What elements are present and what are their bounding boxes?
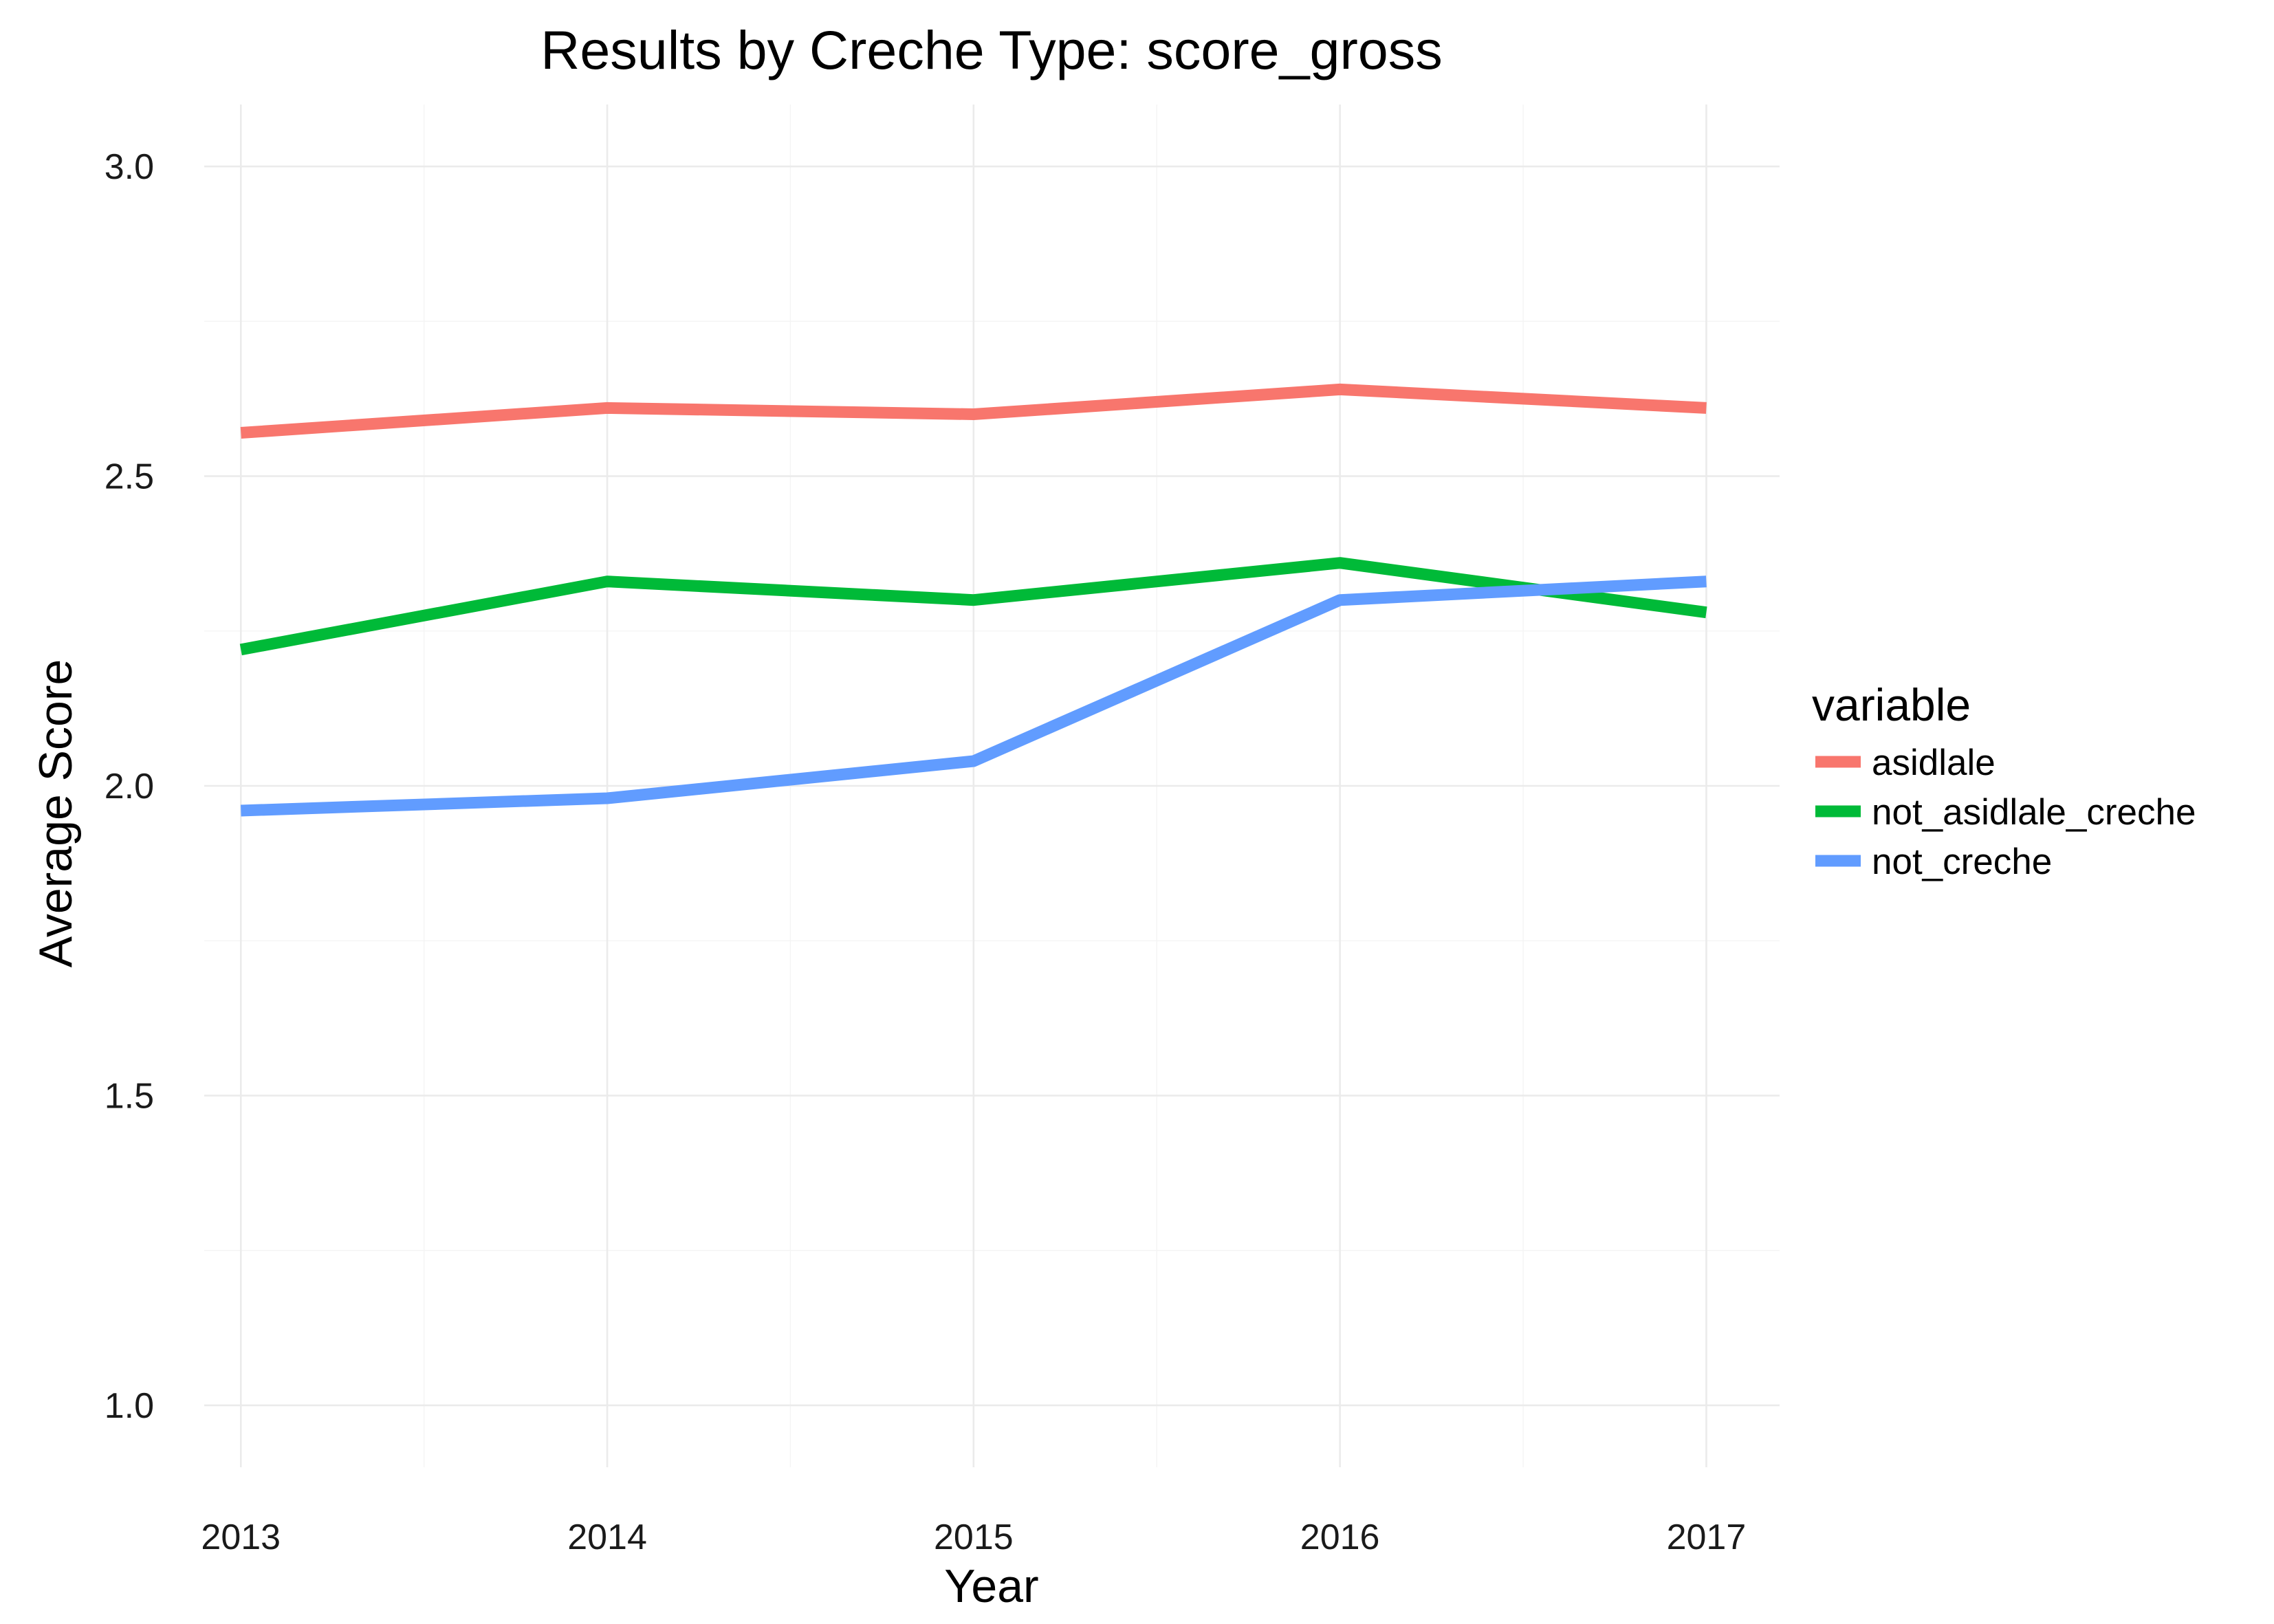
legend-label: not_asidlale_creche (1872, 792, 2196, 833)
series-line-not-asidlale-creche (239, 557, 1707, 656)
x-tick-label: 2014 (567, 1517, 647, 1557)
x-tick-label: 2016 (1300, 1517, 1380, 1557)
series-line-asidlale (240, 383, 1707, 439)
x-tick-label: 2015 (934, 1517, 1014, 1557)
x-tick-label: 2013 (201, 1517, 281, 1557)
chart-title: Results by Creche Type: score_gross (540, 19, 1442, 80)
series-line-not-creche (241, 575, 1707, 817)
y-tick-label: 2.0 (105, 767, 154, 806)
y-tick-label: 1.0 (105, 1386, 154, 1426)
x-tick-label: 2017 (1667, 1517, 1747, 1557)
y-tick-label: 1.5 (105, 1076, 154, 1116)
x-axis-title: Year (944, 1560, 1038, 1612)
y-axis-title: Average Score (30, 659, 82, 968)
x-axis-tick-labels: 2013 2014 2015 2016 2017 (201, 1517, 1746, 1557)
y-tick-label: 2.5 (105, 457, 154, 497)
legend: variable asidlale not_asidlale_creche not_… (1812, 679, 2196, 882)
y-axis-tick-labels: 1.0 1.5 2.0 2.5 3.0 (105, 147, 154, 1426)
legend-title: variable (1812, 679, 1971, 730)
legend-label: not_creche (1872, 842, 2052, 882)
major-gridlines (204, 105, 1780, 1467)
series-lines (239, 383, 1707, 817)
y-tick-label: 3.0 (105, 147, 154, 187)
legend-label: asidlale (1872, 743, 1996, 783)
